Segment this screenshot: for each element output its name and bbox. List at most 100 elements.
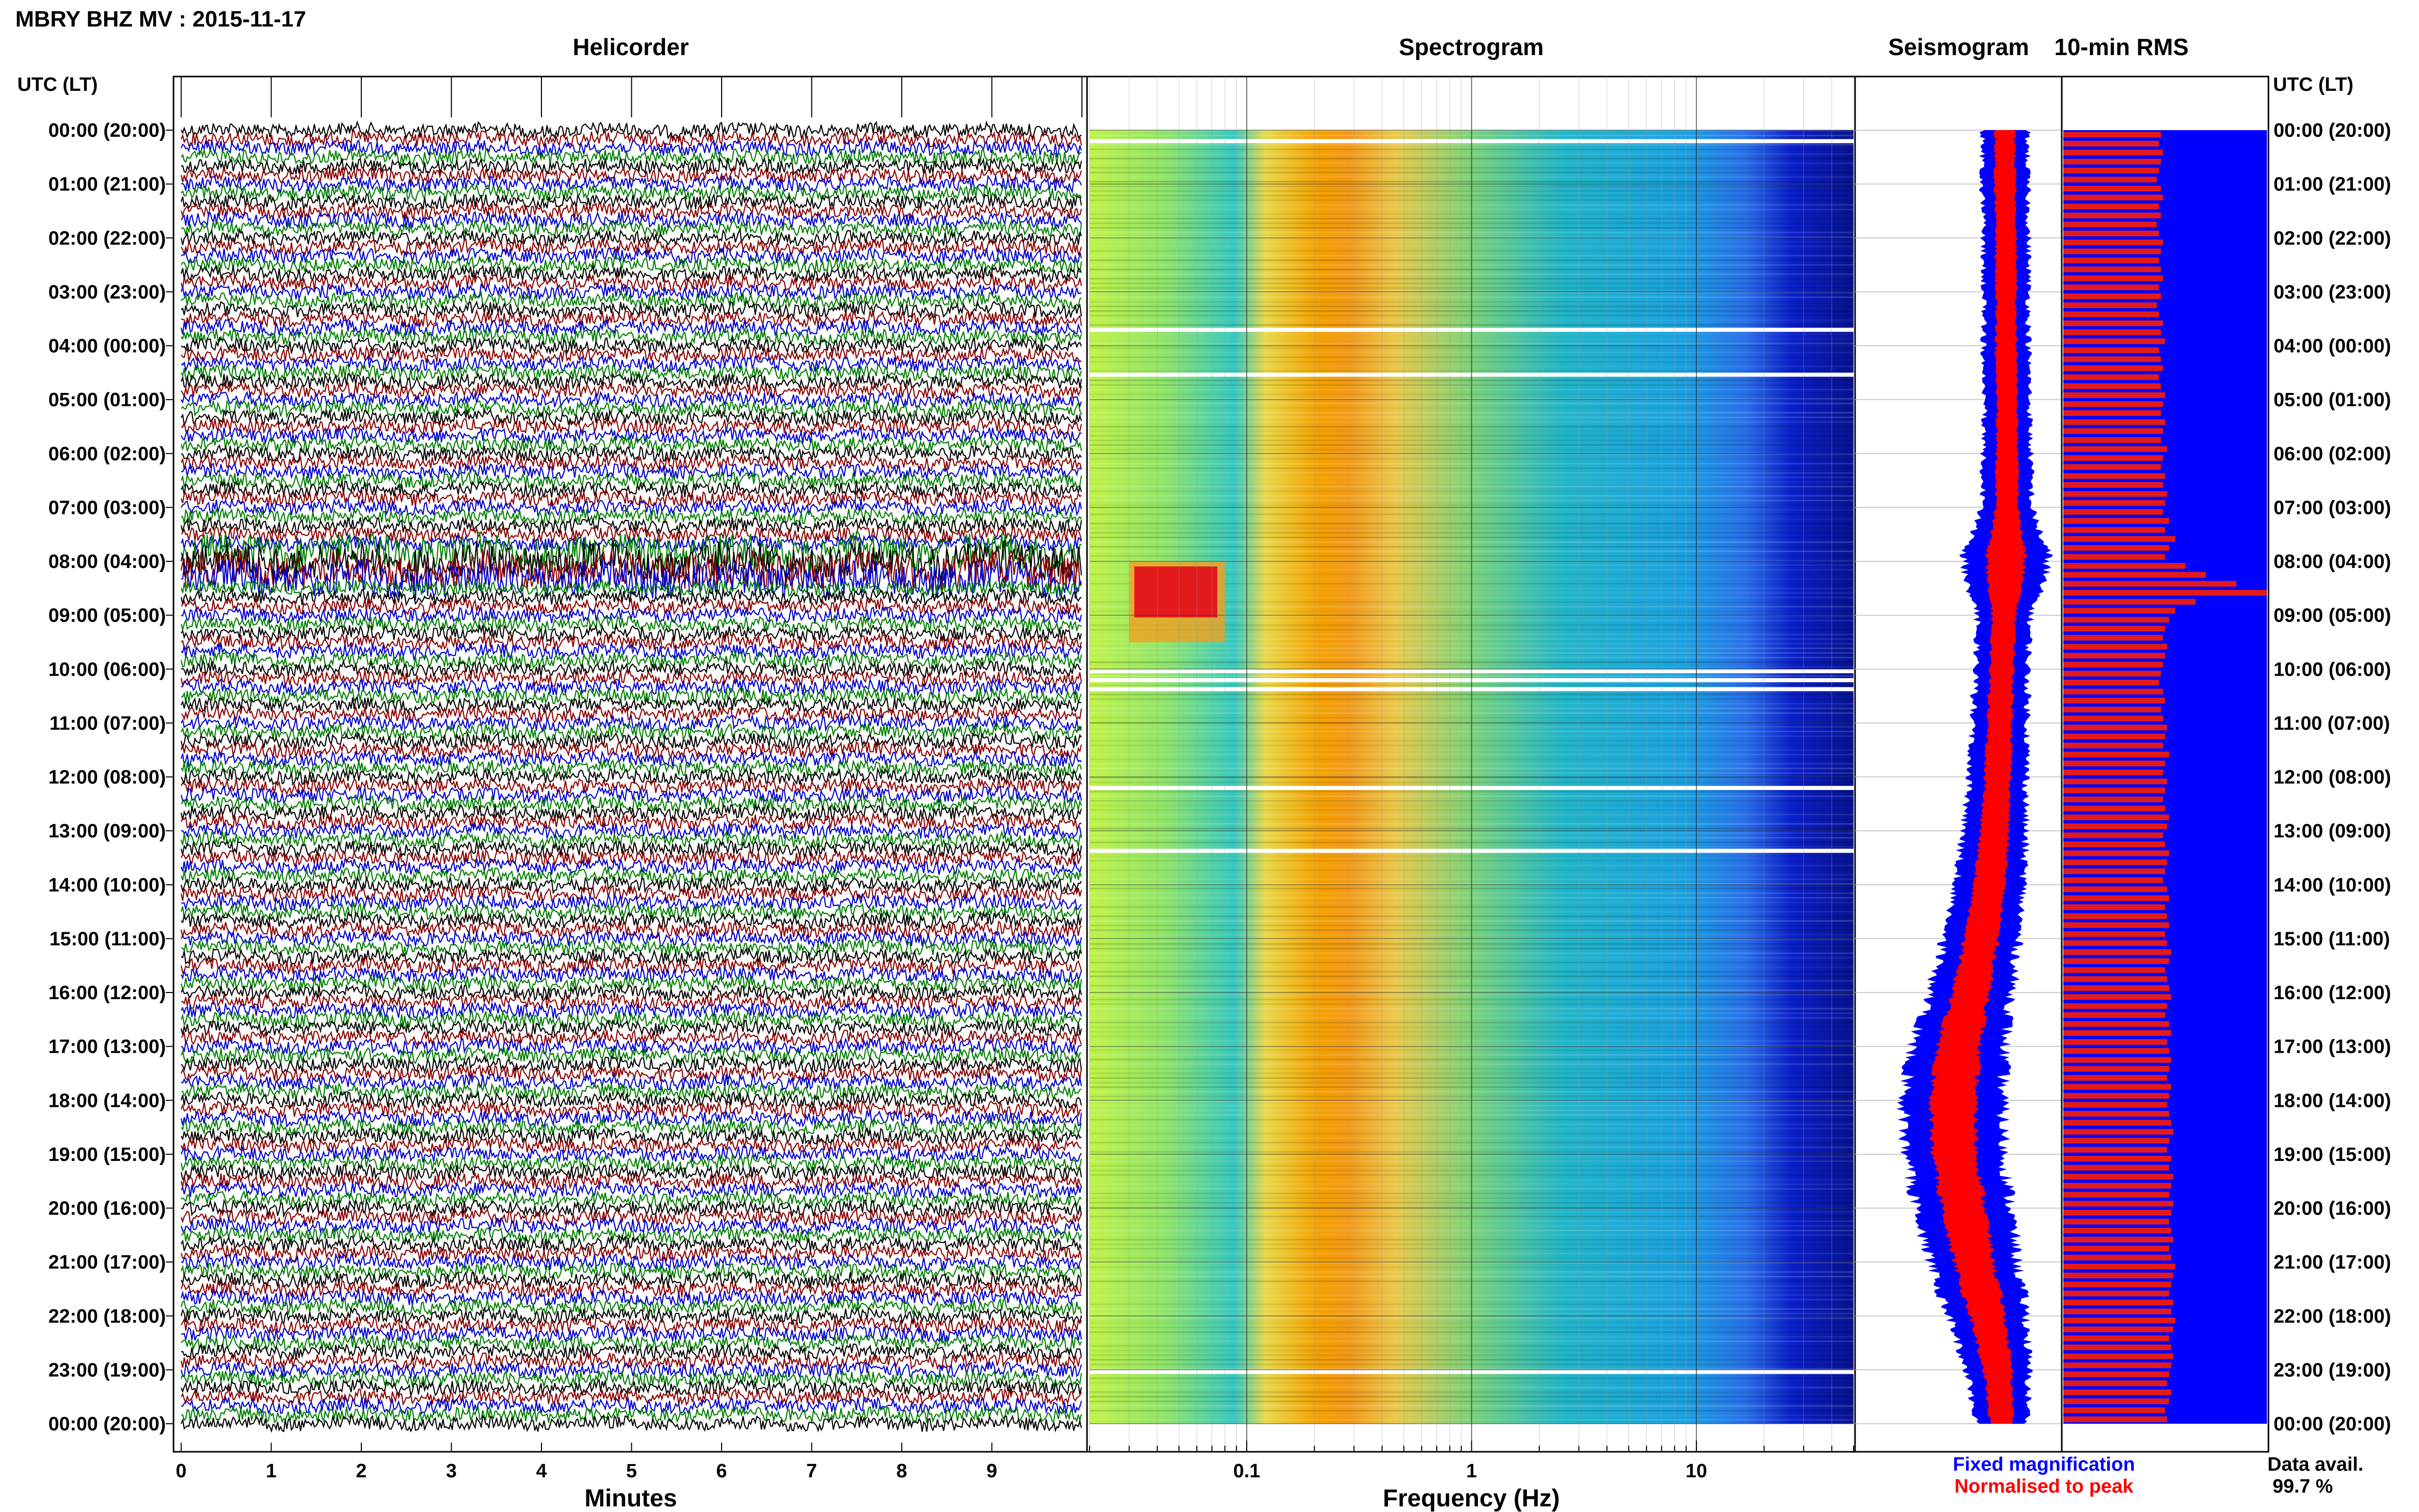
helicorder-trace bbox=[180, 1378, 1082, 1398]
helicorder-trace bbox=[180, 866, 1082, 885]
rms-bar bbox=[2063, 185, 2161, 192]
rms-bar bbox=[2063, 1164, 2169, 1171]
helicorder-trace bbox=[180, 668, 1082, 688]
helicorder-trace bbox=[181, 849, 1082, 867]
helicorder-trace bbox=[181, 983, 1082, 1002]
time-tick-label-left: 05:00 (01:00) bbox=[48, 389, 166, 411]
rms-bar bbox=[2063, 931, 2165, 937]
helicorder-trace bbox=[181, 965, 1082, 984]
helicorder-trace bbox=[180, 920, 1082, 938]
helicorder-trace bbox=[181, 507, 1082, 527]
helicorder-trace bbox=[181, 1271, 1082, 1291]
helicorder-trace bbox=[181, 821, 1082, 840]
helicorder-trace bbox=[180, 1351, 1082, 1371]
helicorder-trace bbox=[181, 641, 1082, 661]
rms-bar bbox=[2063, 1272, 2174, 1279]
rms-bar bbox=[2063, 1299, 2174, 1305]
helicorder-trace bbox=[181, 399, 1082, 419]
rms-bar bbox=[2063, 994, 2171, 1000]
rms-bar bbox=[2063, 383, 2161, 389]
helicorder-trace bbox=[181, 759, 1082, 778]
rms-bar bbox=[2063, 967, 2165, 973]
rms-bar bbox=[2063, 751, 2169, 758]
time-tick-label-left: 02:00 (22:00) bbox=[48, 228, 166, 249]
time-tick-label-left: 07:00 (03:00) bbox=[48, 497, 166, 518]
helicorder-x-tick-label: 6 bbox=[716, 1460, 727, 1482]
spectrogram-panel bbox=[1086, 76, 1856, 1453]
helicorder-trace bbox=[180, 192, 1082, 211]
rms-bar bbox=[2063, 1182, 2171, 1189]
spectrogram-x-label: Frequency (Hz) bbox=[1383, 1485, 1560, 1512]
rms-bar bbox=[2063, 212, 2161, 218]
helicorder-trace bbox=[180, 1172, 1082, 1191]
rms-bar bbox=[2063, 554, 2165, 560]
time-tick-label-left: 00:00 (20:00) bbox=[48, 1414, 166, 1435]
helicorder-trace bbox=[180, 1099, 1082, 1120]
spectrogram-x-axis: 0.1 1 10 bbox=[1089, 1441, 1854, 1482]
rms-bar bbox=[2063, 140, 2159, 147]
helicorder-trace bbox=[180, 228, 1082, 248]
helicorder-trace bbox=[181, 255, 1082, 275]
helicorder-trace bbox=[180, 515, 1082, 535]
helicorder-trace bbox=[180, 1414, 1082, 1433]
rms-bar bbox=[2063, 868, 2165, 874]
rms-bar bbox=[2063, 563, 2186, 569]
helicorder-x-tick-label: 0 bbox=[176, 1460, 186, 1482]
helicorder-trace bbox=[181, 408, 1082, 427]
rms-bar bbox=[2063, 770, 2163, 776]
helicorder-trace bbox=[180, 1279, 1082, 1299]
time-axis-label-left: UTC (LT) bbox=[17, 74, 98, 95]
rms-bar bbox=[2063, 1192, 2169, 1198]
helicorder-trace bbox=[180, 1163, 1082, 1182]
time-tick-label-right: 16:00 (12:00) bbox=[2274, 982, 2391, 1004]
rms-bar bbox=[2063, 572, 2206, 578]
rms-background bbox=[2063, 130, 2267, 1424]
helicorder-trace bbox=[181, 219, 1082, 237]
rms-bar bbox=[2063, 1075, 2167, 1081]
helicorder-trace bbox=[180, 1262, 1082, 1281]
rms-bar bbox=[2063, 545, 2169, 551]
seismogram-normalised-to-peak bbox=[1928, 130, 2028, 1424]
time-tick-label-left: 04:00 (00:00) bbox=[48, 336, 166, 357]
helicorder-trace bbox=[181, 246, 1082, 266]
rms-panel bbox=[2061, 76, 2269, 1453]
rms-bar bbox=[2063, 1326, 2174, 1332]
helicorder-trace bbox=[181, 722, 1082, 741]
helicorder-trace bbox=[181, 120, 1082, 140]
helicorder-trace bbox=[180, 974, 1082, 993]
helicorder-trace bbox=[181, 1315, 1082, 1335]
legend-fixed-magnification: Fixed magnification bbox=[1953, 1454, 2135, 1475]
time-tick-label-left: 20:00 (16:00) bbox=[48, 1198, 166, 1220]
rms-bar bbox=[2063, 257, 2159, 263]
rms-bar bbox=[2063, 1344, 2171, 1350]
helicorder-trace bbox=[181, 1234, 1082, 1253]
helicorder-trace bbox=[180, 165, 1082, 185]
helicorder-trace bbox=[180, 749, 1082, 769]
rms-bar bbox=[2063, 329, 2161, 335]
helicorder-trace bbox=[181, 696, 1082, 714]
helicorder-trace bbox=[180, 857, 1082, 876]
helicorder-trace bbox=[181, 1252, 1082, 1272]
helicorder-x-tick-label: 8 bbox=[896, 1460, 907, 1482]
helicorder-trace bbox=[180, 317, 1082, 337]
rms-bar bbox=[2063, 293, 2161, 300]
rms-bar bbox=[2063, 1236, 2174, 1243]
rms-bar bbox=[2063, 1174, 2174, 1180]
spectrogram-x-tick-label: 0.1 bbox=[1233, 1460, 1261, 1482]
time-tick-label-right: 05:00 (01:00) bbox=[2274, 389, 2391, 411]
time-tick-label-left: 19:00 (15:00) bbox=[48, 1144, 166, 1166]
rms-bar bbox=[2063, 1030, 2171, 1036]
rms-bar bbox=[2063, 1335, 2169, 1342]
helicorder-trace bbox=[181, 947, 1082, 966]
rms-bar bbox=[2063, 1219, 2169, 1225]
helicorder-trace bbox=[181, 354, 1082, 373]
rms-bar bbox=[2063, 284, 2159, 290]
helicorder-trace bbox=[180, 488, 1082, 508]
time-tick-label-right: 09:00 (05:00) bbox=[2274, 605, 2391, 627]
rms-bar bbox=[2063, 1371, 2169, 1377]
rms-bar bbox=[2063, 1021, 2169, 1027]
data-avail-value: 99.7 % bbox=[2273, 1476, 2333, 1497]
time-tick-label-left: 12:00 (08:00) bbox=[48, 767, 166, 788]
helicorder-trace bbox=[180, 1297, 1082, 1317]
